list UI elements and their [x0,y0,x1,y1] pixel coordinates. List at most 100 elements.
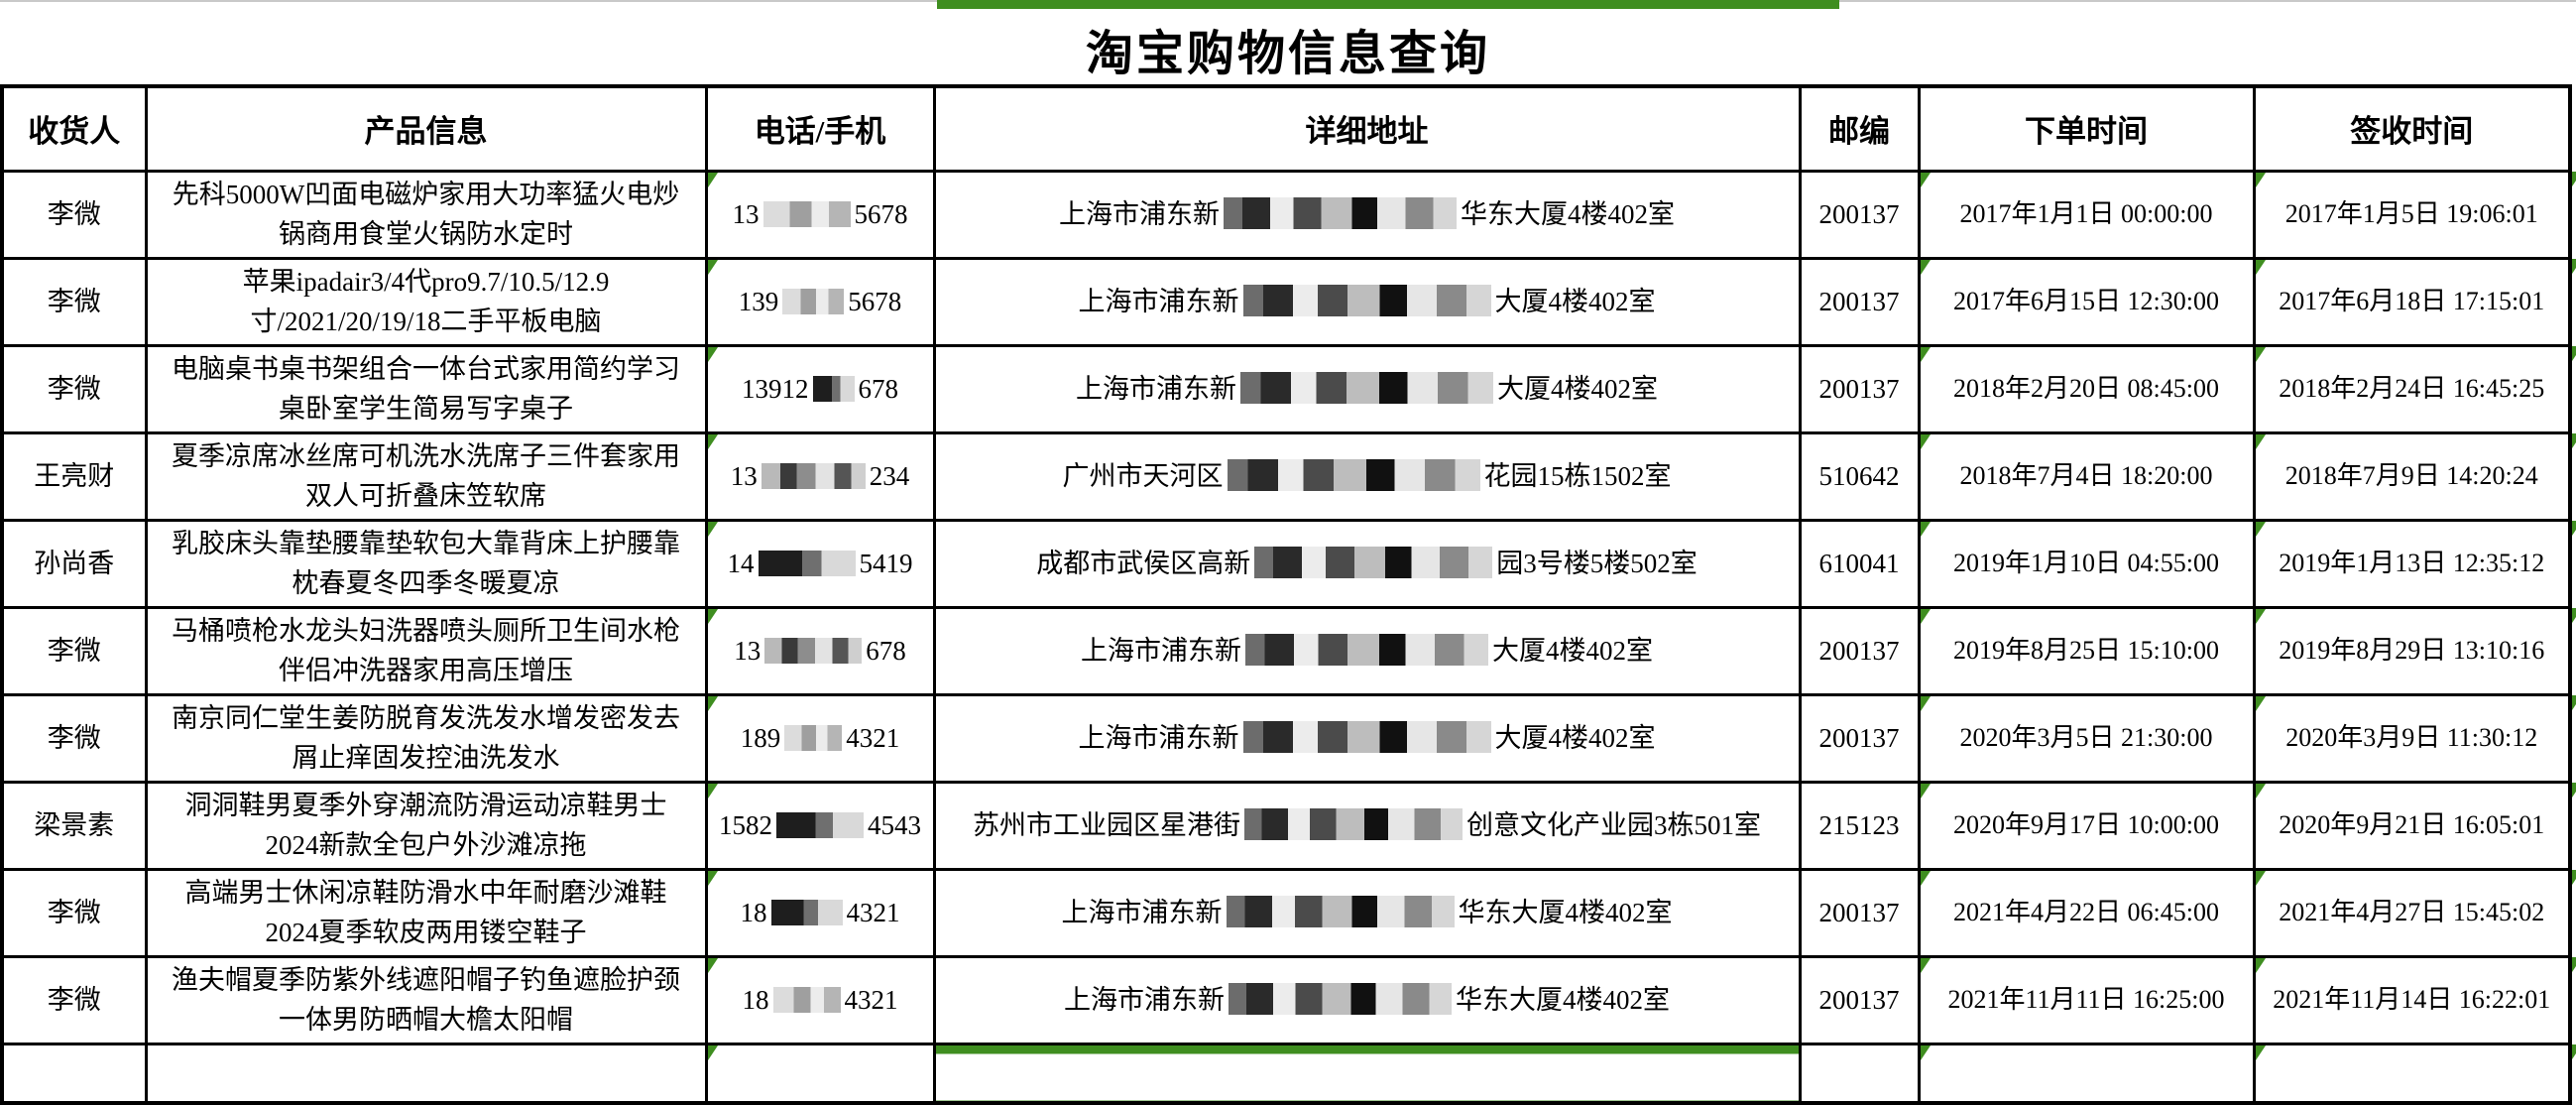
zip-cell[interactable]: 200137 [1798,954,1921,1045]
zip-cell[interactable]: 200137 [1798,343,1921,434]
sign-time-cell[interactable]: 2020年3月9日 11:30:12 [2252,692,2572,784]
zip-cell[interactable]: 200137 [1798,256,1921,347]
selection-border-top-bar [937,0,1839,9]
stored-as-text-indicator-icon [2257,523,2266,537]
zip-cell[interactable]: 200137 [1798,605,1921,696]
zip-cell[interactable]: 200137 [1798,692,1921,784]
address-cell-selected[interactable] [932,1042,1802,1105]
stored-as-text-indicator-icon [1922,959,1931,973]
product-cell[interactable]: 南京同仁堂生姜防脱育发洗发水增发密发去屑止痒固发控油洗发水 [144,692,708,784]
address-cell[interactable]: 上海市浦东新 大厦4楼402室 [932,343,1802,434]
address-cell[interactable]: 上海市浦东新 华东大厦4楼402室 [932,867,1802,958]
recipient-cell[interactable]: 李微 [0,867,148,958]
sign-time-cell[interactable]: 2018年7月9日 14:20:24 [2252,430,2572,522]
sign-time-cell[interactable]: 2019年8月29日 13:10:16 [2252,605,2572,696]
sign-time-cell[interactable]: 2019年1月13日 12:35:12 [2252,518,2572,609]
stored-as-text-indicator-icon [2572,521,2576,536]
address-cell[interactable]: 上海市浦东新 大厦4楼402室 [932,256,1802,347]
order-time-cell[interactable]: 2018年7月4日 18:20:00 [1917,430,2256,522]
phone-cell[interactable]: 18 4321 [704,954,936,1045]
address-prefix: 广州市天河区 [1062,461,1224,491]
redaction-block [1226,896,1455,927]
zip-cell[interactable] [1798,1042,1921,1105]
address-suffix: 大厦4楼402室 [1494,723,1656,753]
header-sign-time: 签收时间 [2252,84,2572,173]
recipient-cell[interactable]: 李微 [0,954,148,1045]
phone-cell[interactable]: 13 234 [704,430,936,522]
phone-cell[interactable]: 189 4321 [704,692,936,784]
product-cell[interactable]: 夏季凉席冰丝席可机洗水洗席子三件套家用双人可折叠床笠软席 [144,430,708,522]
zip-cell[interactable]: 610041 [1798,518,1921,609]
sign-time-cell[interactable]: 2018年2月24日 16:45:25 [2252,343,2572,434]
phone-cell[interactable]: 18 4321 [704,867,936,958]
phone-cell[interactable]: 139 5678 [704,256,936,347]
stored-as-text-indicator-icon [2572,1044,2576,1059]
recipient-cell[interactable]: 李微 [0,343,148,434]
table-row: 王亮财 夏季凉席冰丝席可机洗水洗席子三件套家用双人可折叠床笠软席 13 234 广… [0,430,2572,522]
phone-cell[interactable]: 13912 678 [704,343,936,434]
phone-cell[interactable]: 14 5419 [704,518,936,609]
zip-cell[interactable]: 510642 [1798,430,1921,522]
sign-time-cell[interactable] [2252,1042,2572,1105]
address-cell[interactable]: 上海市浦东新 华东大厦4楼402室 [932,169,1802,260]
recipient-cell[interactable] [0,1042,148,1105]
phone-prefix: 18 [742,985,769,1015]
phone-cell[interactable]: 13 678 [704,605,936,696]
recipient-cell[interactable]: 李微 [0,256,148,347]
product-cell[interactable]: 洞洞鞋男夏季外穿潮流防滑运动凉鞋男士2024新款全包户外沙滩凉拖 [144,780,708,871]
address-cell[interactable]: 广州市天河区 花园15栋1502室 [932,430,1802,522]
order-time-cell[interactable]: 2020年9月17日 10:00:00 [1917,780,2256,871]
product-cell[interactable]: 高端男士休闲凉鞋防滑水中年耐磨沙滩鞋2024夏季软皮两用镂空鞋子 [144,867,708,958]
order-time-cell[interactable]: 2021年11月11日 16:25:00 [1917,954,2256,1045]
order-time-cell[interactable]: 2021年4月22日 06:45:00 [1917,867,2256,958]
order-time-cell[interactable] [1917,1042,2256,1105]
product-cell[interactable]: 电脑桌书桌书架组合一体台式家用简约学习桌卧室学生简易写字桌子 [144,343,708,434]
stored-as-text-indicator-icon [709,348,718,362]
table-row: 李微 南京同仁堂生姜防脱育发洗发水增发密发去屑止痒固发控油洗发水 189 4321… [0,692,2572,784]
phone-cell[interactable]: 13 5678 [704,169,936,260]
order-time-cell[interactable]: 2017年1月1日 00:00:00 [1917,169,2256,260]
zip-cell[interactable]: 200137 [1798,867,1921,958]
stored-as-text-indicator-icon [2257,872,2266,886]
order-time-cell[interactable]: 2020年3月5日 21:30:00 [1917,692,2256,784]
sign-time-cell[interactable]: 2021年4月27日 15:45:02 [2252,867,2572,958]
recipient-cell[interactable]: 李微 [0,692,148,784]
product-cell[interactable] [144,1042,708,1105]
recipient-cell[interactable]: 孙尚香 [0,518,148,609]
order-time-cell[interactable]: 2017年6月15日 12:30:00 [1917,256,2256,347]
sign-time-cell[interactable]: 2017年1月5日 19:06:01 [2252,169,2572,260]
sign-time-cell[interactable]: 2017年6月18日 17:15:01 [2252,256,2572,347]
order-time-cell[interactable]: 2019年8月25日 15:10:00 [1917,605,2256,696]
order-time-cell[interactable]: 2019年1月10日 04:55:00 [1917,518,2256,609]
header-address: 详细地址 [932,84,1802,173]
product-cell[interactable]: 先科5000W凹面电磁炉家用大功率猛火电炒锅商用食堂火锅防水定时 [144,169,708,260]
phone-cell[interactable] [704,1042,936,1105]
product-cell[interactable]: 马桶喷枪水龙头妇洗器喷头厕所卫生间水枪伴侣冲洗器家用高压增压 [144,605,708,696]
sign-time-cell[interactable]: 2020年9月21日 16:05:01 [2252,780,2572,871]
address-cell[interactable]: 上海市浦东新 大厦4楼402室 [932,692,1802,784]
recipient-cell[interactable]: 李微 [0,169,148,260]
product-cell[interactable]: 乳胶床头靠垫腰靠垫软包大靠背床上护腰靠枕春夏冬四季冬暖夏凉 [144,518,708,609]
address-cell[interactable]: 苏州市工业园区星港街 创意文化产业园3栋501室 [932,780,1802,871]
zip-cell[interactable]: 200137 [1798,169,1921,260]
address-cell[interactable]: 成都市武侯区高新 园3号楼5楼502室 [932,518,1802,609]
address-cell[interactable]: 上海市浦东新 华东大厦4楼402室 [932,954,1802,1045]
stored-as-text-indicator-icon [709,435,718,449]
sign-time-cell[interactable]: 2021年11月14日 16:22:01 [2252,954,2572,1045]
order-time-cell[interactable]: 2018年2月20日 08:45:00 [1917,343,2256,434]
address-prefix: 上海市浦东新 [1081,636,1241,666]
stored-as-text-indicator-icon [2257,261,2266,275]
zip-cell[interactable]: 215123 [1798,780,1921,871]
stored-as-text-indicator-icon [2257,959,2266,973]
product-cell[interactable]: 渔夫帽夏季防紫外线遮阳帽子钓鱼遮脸护颈一体男防晒帽大檐太阳帽 [144,954,708,1045]
address-suffix: 华东大厦4楼402室 [1456,985,1670,1015]
address-cell[interactable]: 上海市浦东新 大厦4楼402室 [932,605,1802,696]
recipient-cell[interactable]: 王亮财 [0,430,148,522]
stored-as-text-indicator-icon [709,872,718,886]
recipient-cell[interactable]: 梁景素 [0,780,148,871]
phone-cell[interactable]: 1582 4543 [704,780,936,871]
recipient-cell[interactable]: 李微 [0,605,148,696]
product-cell[interactable]: 苹果ipadair3/4代pro9.7/10.5/12.9寸/2021/20/1… [144,256,708,347]
order-time: 2017年1月1日 00:00:00 [1959,199,2213,228]
